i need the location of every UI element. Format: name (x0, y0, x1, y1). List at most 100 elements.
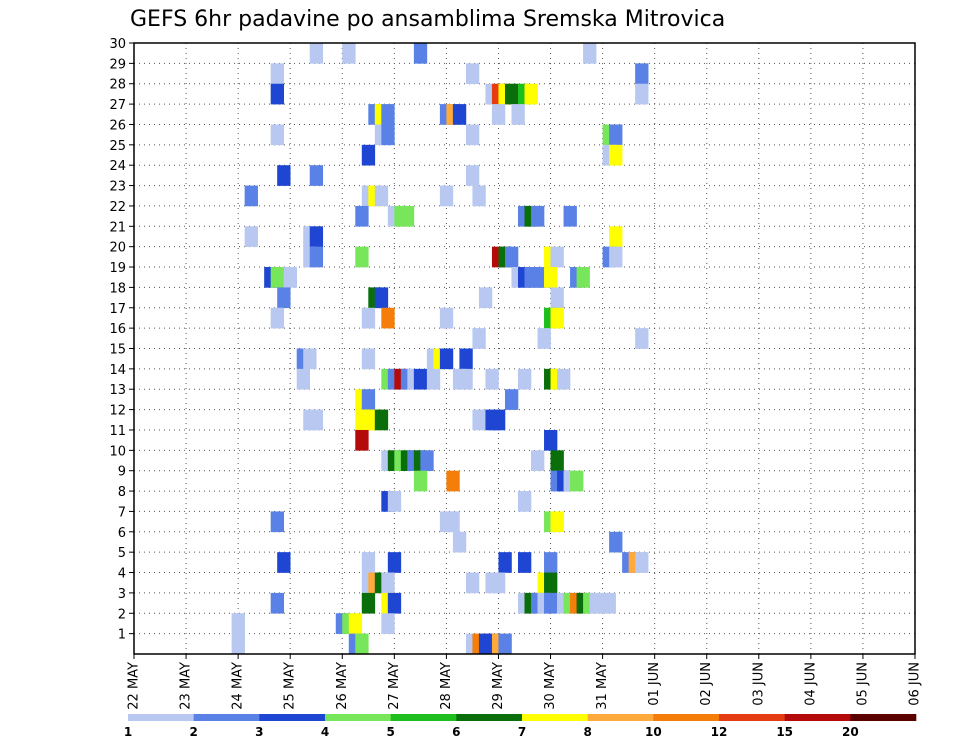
precip-cell (420, 450, 434, 471)
precip-cell (459, 368, 473, 390)
precip-cell (609, 226, 623, 247)
y-tick-label: 22 (109, 200, 126, 215)
precip-cell (563, 205, 577, 227)
precip-cell (544, 429, 558, 451)
precip-cell (426, 368, 441, 390)
precip-cell (231, 613, 245, 634)
x-axis: 22 MAY 23 MAY 24 MAY 25 MAY 26 MAY 27 MAY 28 M… (127, 654, 923, 710)
y-tick-label: 19 (109, 261, 126, 276)
precip-cell (270, 267, 284, 288)
y-tick-label: 29 (109, 57, 126, 72)
precip-cell (361, 307, 376, 329)
precip-cell (374, 185, 389, 207)
x-tick-label: 26 MAY (335, 662, 350, 710)
precip-cell (270, 124, 284, 146)
y-tick-label: 30 (109, 37, 126, 52)
y-tick-label: 7 (118, 505, 126, 520)
precip-cell (296, 368, 311, 390)
precip-cell (400, 205, 415, 227)
x-tick-label: 27 MAY (387, 662, 402, 710)
precip-cell (244, 226, 258, 247)
precip-cell (355, 633, 369, 655)
precip-cell (277, 165, 291, 186)
precip-cell (303, 348, 317, 370)
y-tick-label: 17 (109, 302, 126, 317)
color-legend: 1 2 3 4 5 6 7 8 10 12 15 20 (124, 714, 917, 739)
precip-cell (446, 511, 460, 533)
y-tick-label: 27 (109, 98, 126, 113)
x-tick-label: 02 JUN (699, 662, 714, 706)
precip-cell (491, 104, 506, 125)
legend-swatch (390, 714, 457, 721)
y-tick-label: 20 (109, 241, 126, 256)
precip-cell (361, 592, 376, 614)
x-tick-label: 06 JUN (908, 662, 923, 706)
precip-cell (309, 165, 324, 186)
x-tick-label: 22 MAY (127, 662, 142, 710)
y-tick-label: 28 (109, 78, 126, 93)
legend-swatch (653, 714, 720, 721)
precip-cell (413, 470, 428, 492)
y-tick-label: 11 (109, 424, 126, 439)
precip-cell (557, 368, 571, 390)
y-tick-label: 12 (109, 404, 126, 419)
x-tick-label: 25 MAY (283, 662, 298, 710)
legend-label: 20 (842, 725, 859, 739)
precip-cell (635, 83, 649, 105)
precip-cell (498, 633, 512, 655)
precip-cell (465, 165, 480, 186)
precip-cell (609, 124, 623, 146)
precip-cell (609, 246, 623, 268)
precip-cell (270, 307, 284, 329)
y-tick-label: 24 (109, 159, 126, 174)
legend-swatch (128, 714, 194, 721)
y-tick-label: 21 (109, 220, 126, 235)
precip-cell (355, 429, 369, 451)
precip-cell (504, 83, 519, 105)
precip-cell (270, 511, 284, 533)
precip-cell (544, 552, 558, 573)
y-tick-label: 10 (109, 444, 126, 459)
precip-cell (478, 287, 493, 309)
precip-cell (348, 613, 363, 634)
precip-cell (472, 328, 486, 349)
y-tick-label: 14 (109, 363, 126, 378)
precip-cell (511, 104, 525, 125)
precip-cell (309, 246, 324, 268)
precip-cell (309, 226, 324, 247)
precip-cell (491, 572, 506, 594)
precip-cell (531, 205, 545, 227)
y-tick-label: 25 (109, 139, 126, 154)
precip-cell (635, 552, 649, 573)
precip-cell (524, 83, 538, 105)
legend-label: 3 (255, 725, 263, 739)
precip-cell (439, 307, 454, 329)
precip-cell (381, 124, 395, 146)
precip-cell (498, 552, 512, 573)
precip-cell (544, 572, 558, 594)
precip-cell (270, 83, 284, 105)
precip-cell (465, 572, 480, 594)
data-cells (231, 43, 649, 655)
precip-cell (413, 43, 428, 64)
precip-cell (231, 633, 245, 655)
precip-cell (387, 491, 402, 512)
precip-cell (570, 470, 584, 492)
precip-cell (270, 592, 284, 614)
legend-swatch (193, 714, 260, 721)
precip-cell (550, 246, 564, 268)
precip-cell (342, 43, 356, 64)
legend-swatch (456, 714, 523, 721)
x-tick-label: 30 MAY (543, 662, 558, 710)
x-tick-label: 23 MAY (179, 662, 194, 710)
precip-cell (504, 389, 519, 410)
precip-cell (602, 592, 616, 614)
legend-label: 12 (711, 725, 728, 739)
precip-cell (452, 104, 467, 125)
x-tick-label: 04 JUN (803, 662, 818, 706)
x-tick-label: 31 MAY (595, 662, 610, 710)
chart-title: GEFS 6hr padavine po ansamblima Sremska … (130, 7, 725, 32)
precip-cell (517, 368, 532, 390)
precip-cell (485, 368, 499, 390)
